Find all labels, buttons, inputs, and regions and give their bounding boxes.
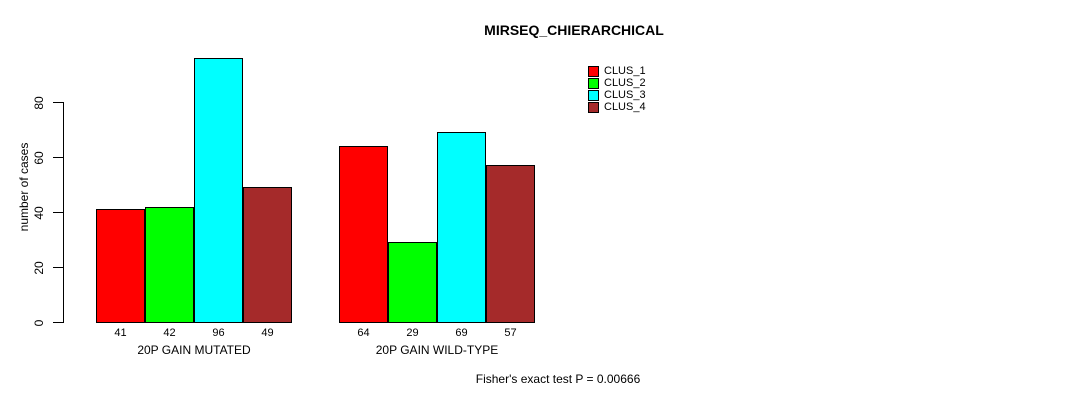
legend-item-label: CLUS_4 [604, 101, 646, 113]
y-tick-label: 0 [32, 319, 46, 326]
bar-value-label: 69 [455, 327, 468, 339]
category-label: 20P GAIN MUTATED [137, 343, 251, 357]
y-tick-label: 80 [32, 95, 46, 110]
legend-item: CLUS_2 [588, 77, 646, 89]
bar-clus_1-1 [96, 209, 145, 323]
y-axis-label: number of cases [17, 142, 31, 232]
bar-value-label: 96 [212, 327, 225, 339]
legend-swatch-icon [588, 65, 599, 77]
bar-clus_3-2 [437, 132, 486, 323]
bar-value-label: 57 [504, 327, 517, 339]
y-tick-mark [53, 267, 63, 268]
legend-swatch-icon [588, 77, 599, 89]
legend: CLUS_1 CLUS_2 CLUS_3 CLUS_4 [588, 65, 646, 113]
y-axis-line [63, 102, 64, 323]
y-tick-mark [53, 102, 63, 103]
y-tick-label: 40 [32, 205, 46, 220]
legend-item-label: CLUS_2 [604, 77, 646, 89]
legend-item: CLUS_4 [588, 101, 646, 113]
bar-clus_1-2 [339, 146, 388, 323]
footnote: Fisher's exact test P = 0.00666 [475, 372, 641, 386]
y-tick-label: 20 [32, 260, 46, 275]
chart-title: MIRSEQ_CHIERARCHICAL [484, 22, 664, 38]
y-tick-mark [53, 157, 63, 158]
legend-item: CLUS_3 [588, 89, 646, 101]
bar-clus_3-1 [194, 58, 243, 323]
legend-swatch-icon [588, 101, 599, 113]
legend-swatch-icon [588, 89, 599, 101]
bar-value-label: 29 [406, 327, 419, 339]
bar-clus_4-1 [243, 187, 292, 323]
legend-item-label: CLUS_1 [604, 65, 646, 77]
bar-clus_4-2 [486, 165, 535, 323]
y-tick-label: 60 [32, 150, 46, 165]
bar-value-label: 49 [261, 327, 274, 339]
y-tick-mark [53, 212, 63, 213]
y-tick-mark [53, 322, 63, 323]
bar-value-label: 41 [114, 327, 127, 339]
legend-item-label: CLUS_3 [604, 89, 646, 101]
bar-clus_2-2 [388, 242, 437, 323]
bar-clus_2-1 [145, 206, 194, 323]
bar-value-label: 42 [163, 327, 176, 339]
category-label: 20P GAIN WILD-TYPE [375, 343, 499, 357]
bar-value-label: 64 [357, 327, 370, 339]
legend-item: CLUS_1 [588, 65, 646, 77]
